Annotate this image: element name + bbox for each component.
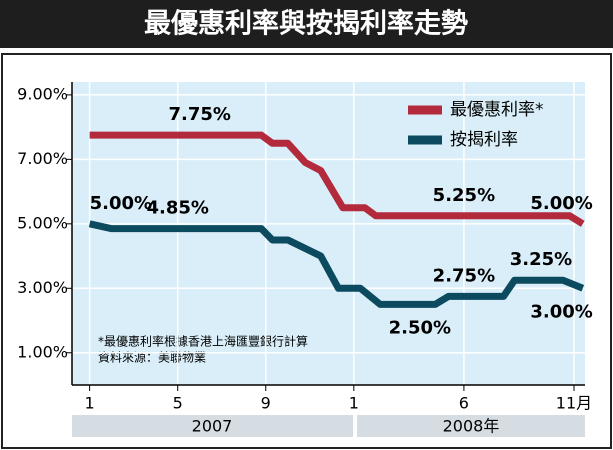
data-label: 2.50% xyxy=(389,317,451,338)
data-label: 5.25% xyxy=(433,185,495,206)
y-tick-label: 7.00% xyxy=(17,149,68,168)
data-label: 3.00% xyxy=(530,301,592,322)
x-tick-label: 1 xyxy=(349,394,359,413)
data-label: 3.25% xyxy=(510,249,572,270)
year-band xyxy=(357,415,585,437)
data-label: 7.75% xyxy=(168,104,230,125)
header xyxy=(0,0,613,48)
y-tick-label: 9.00% xyxy=(17,84,68,103)
frame xyxy=(1,53,612,449)
line xyxy=(88,220,585,308)
year-label: 2008年 xyxy=(443,417,500,436)
chart-title: 最優惠利率與按揭利率走勢 xyxy=(144,8,468,40)
note: *最優惠利率根據香港上海匯豐銀行計算 xyxy=(98,334,308,349)
legend-label: 按揭利率 xyxy=(450,130,518,150)
x-tick-label: 5 xyxy=(173,394,183,413)
x-tick-label: 11月 xyxy=(556,394,592,413)
data-label: 5.00% xyxy=(530,193,592,214)
y-tick-label: 1.00% xyxy=(17,342,68,361)
data-label: 5.00% xyxy=(90,193,152,214)
year-label: 2007 xyxy=(192,417,233,436)
x-tick-label: 9 xyxy=(261,394,271,413)
line xyxy=(89,131,585,227)
data-label: 2.75% xyxy=(433,265,495,286)
y-tick-label: 3.00% xyxy=(17,278,68,297)
legend-label: 最優惠利率* xyxy=(450,100,544,120)
x-tick-label: 1 xyxy=(85,394,95,413)
year-band xyxy=(72,415,353,437)
x-tick-label: 6 xyxy=(459,394,469,413)
y-tick-label: 5.00% xyxy=(17,213,68,232)
data-label: 4.85% xyxy=(146,198,208,219)
note: 資料來源：美聯物業 xyxy=(98,351,206,365)
